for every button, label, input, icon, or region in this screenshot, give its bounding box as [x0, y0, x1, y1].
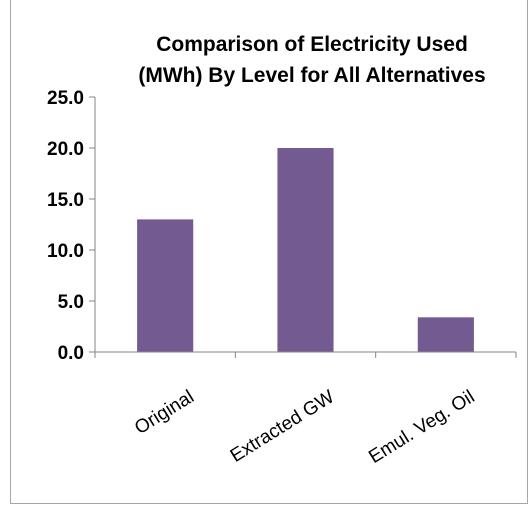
chart-title-line-1: Comparison of Electricity Used [156, 33, 468, 56]
y-axis: 0.0 5.0 10.0 15.0 20.0 25.0 [47, 88, 96, 364]
x-axis: Original Extracted GW Emul. Veg. Oil [94, 351, 517, 468]
y-tick-label: 15.0 [47, 190, 84, 211]
x-category-label: Emul. Veg. Oil [365, 386, 478, 468]
y-tick-label: 20.0 [47, 139, 84, 160]
y-tick-label: 5.0 [58, 292, 84, 313]
bar [137, 219, 194, 352]
x-category-label: Extracted GW [227, 386, 338, 467]
chart-title: Comparison of Electricity Used (MWh) By … [138, 33, 485, 87]
bars [137, 148, 474, 352]
y-tick-label: 10.0 [47, 241, 84, 262]
x-category-label: Original [131, 386, 198, 439]
chart-frame [10, 0, 528, 504]
y-tick-label: 25.0 [47, 88, 84, 109]
bar [277, 148, 334, 352]
chart-title-line-2: (MWh) By Level for All Alternatives [138, 64, 485, 87]
y-tick-label: 0.0 [58, 343, 84, 364]
bar [417, 317, 474, 352]
